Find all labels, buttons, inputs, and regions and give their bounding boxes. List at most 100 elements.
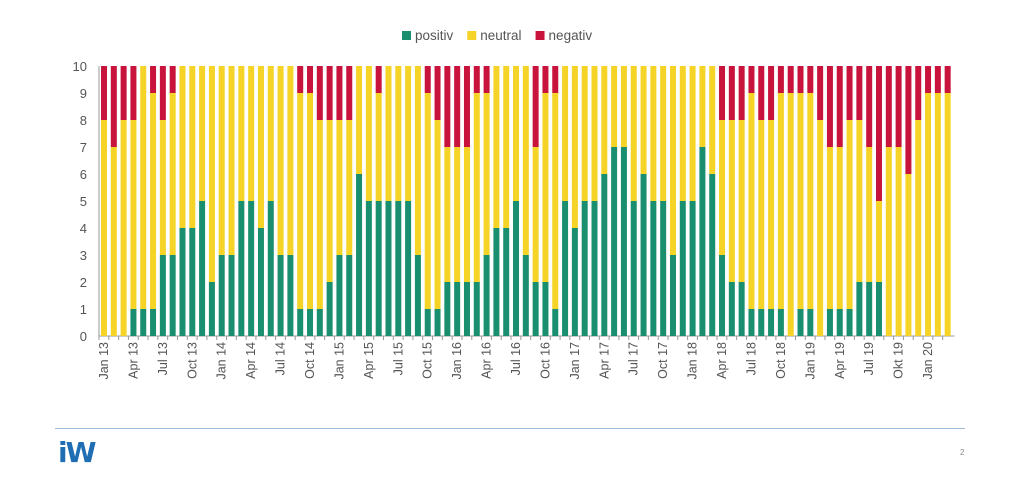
bar-neutral	[522, 66, 529, 255]
y-tick-label: 7	[80, 140, 87, 155]
bar-negativ	[552, 66, 559, 93]
bar-neutral	[669, 66, 676, 255]
y-tick-label: 10	[73, 59, 87, 74]
bar-positiv	[405, 201, 412, 336]
bar-positiv	[375, 201, 382, 336]
bar-positiv	[669, 255, 676, 336]
bar-neutral	[905, 174, 912, 336]
bar-negativ	[297, 66, 304, 93]
y-tick-label: 9	[80, 86, 87, 101]
bar-neutral	[414, 66, 421, 255]
bar-negativ	[915, 66, 922, 120]
bar-neutral	[199, 66, 206, 201]
bar-neutral	[179, 66, 186, 228]
bar-neutral	[630, 66, 637, 201]
bar-negativ	[807, 66, 814, 93]
x-tick-label: Jul 15	[391, 342, 405, 375]
bar-positiv	[454, 282, 461, 336]
bar-neutral	[169, 93, 176, 255]
y-tick-label: 5	[80, 194, 87, 209]
bar-neutral	[444, 147, 451, 282]
bar-neutral	[836, 147, 843, 309]
bar-neutral	[385, 66, 392, 201]
bar-positiv	[503, 228, 510, 336]
bar-negativ	[925, 66, 932, 93]
bar-neutral	[885, 147, 892, 336]
x-tick-label: Jul 14	[274, 342, 288, 375]
bar-negativ	[101, 66, 107, 120]
bar-negativ	[758, 66, 765, 120]
bar-neutral	[297, 93, 304, 309]
bar-neutral	[434, 120, 441, 309]
bar-negativ	[836, 66, 843, 147]
bar-neutral	[346, 120, 353, 255]
bar-positiv	[228, 255, 235, 336]
bar-negativ	[463, 66, 470, 147]
bar-negativ	[719, 66, 726, 120]
stacked-bar-chart: 0 1 2 3 4 5 6 7 8 9 10 Jan 13 Apr 13 Jul 13 Oct 13 Jan …	[73, 28, 955, 380]
bar-positiv	[699, 147, 706, 336]
legend-swatch-neutral	[467, 31, 477, 40]
bar-negativ	[307, 66, 314, 93]
bar-neutral	[895, 147, 902, 336]
bar-positiv	[150, 309, 157, 336]
bar-neutral	[620, 66, 627, 147]
x-tick-label: Jan 18	[686, 342, 700, 380]
bar-neutral	[719, 120, 726, 255]
y-tick-label: 0	[80, 329, 87, 344]
x-tick-label: Oct 17	[656, 342, 670, 379]
x-tick-label: Jul 18	[744, 342, 758, 375]
bar-positiv	[267, 201, 274, 336]
bar-negativ	[738, 66, 745, 120]
bar-neutral	[689, 66, 696, 201]
bar-positiv	[130, 309, 137, 336]
bar-neutral	[483, 93, 490, 255]
x-tick-label: Apr 17	[597, 342, 611, 379]
bar-neutral	[640, 66, 647, 174]
bar-negativ	[885, 66, 892, 147]
x-tick-label: Apr 14	[244, 342, 258, 379]
bar-neutral	[316, 120, 323, 309]
bar-positiv	[444, 282, 451, 336]
bar-positiv	[463, 282, 470, 336]
x-tick-label: Jan 15	[332, 342, 346, 380]
iw-logo: iW	[58, 436, 97, 469]
bar-neutral	[189, 66, 196, 228]
bar-neutral	[267, 66, 274, 201]
bar-positiv	[562, 201, 569, 336]
bar-neutral	[875, 201, 882, 282]
bar-negativ	[130, 66, 137, 120]
bar-neutral	[807, 93, 814, 309]
bar-neutral	[150, 93, 157, 309]
bar-positiv	[748, 309, 755, 336]
bar-neutral	[356, 66, 363, 174]
bar-neutral	[660, 66, 667, 201]
bar-negativ	[846, 66, 853, 120]
bar-positiv	[581, 201, 588, 336]
bar-neutral	[679, 66, 686, 201]
y-tick-label: 4	[80, 221, 87, 236]
bar-negativ	[768, 66, 775, 120]
bar-negativ	[895, 66, 902, 147]
bar-positiv	[719, 255, 726, 336]
bar-positiv	[208, 282, 215, 336]
bar-neutral	[699, 66, 706, 147]
bar-negativ	[797, 66, 804, 93]
x-tick-label: Jan 20	[921, 342, 935, 380]
bar-positiv	[552, 309, 559, 336]
bar-neutral	[277, 66, 284, 255]
legend-swatch-negativ	[535, 31, 545, 40]
bar-neutral	[581, 66, 588, 201]
bar-negativ	[934, 66, 941, 93]
bar-neutral	[709, 66, 716, 174]
bar-neutral	[140, 66, 147, 309]
y-tick-label: 1	[80, 302, 87, 317]
bar-negativ	[483, 66, 490, 93]
bar-positiv	[385, 201, 392, 336]
bar-positiv	[346, 255, 353, 336]
bar-neutral	[542, 93, 549, 282]
bar-positiv	[866, 282, 873, 336]
bar-positiv	[679, 201, 686, 336]
bar-positiv	[522, 255, 529, 336]
bar-positiv	[807, 309, 814, 336]
